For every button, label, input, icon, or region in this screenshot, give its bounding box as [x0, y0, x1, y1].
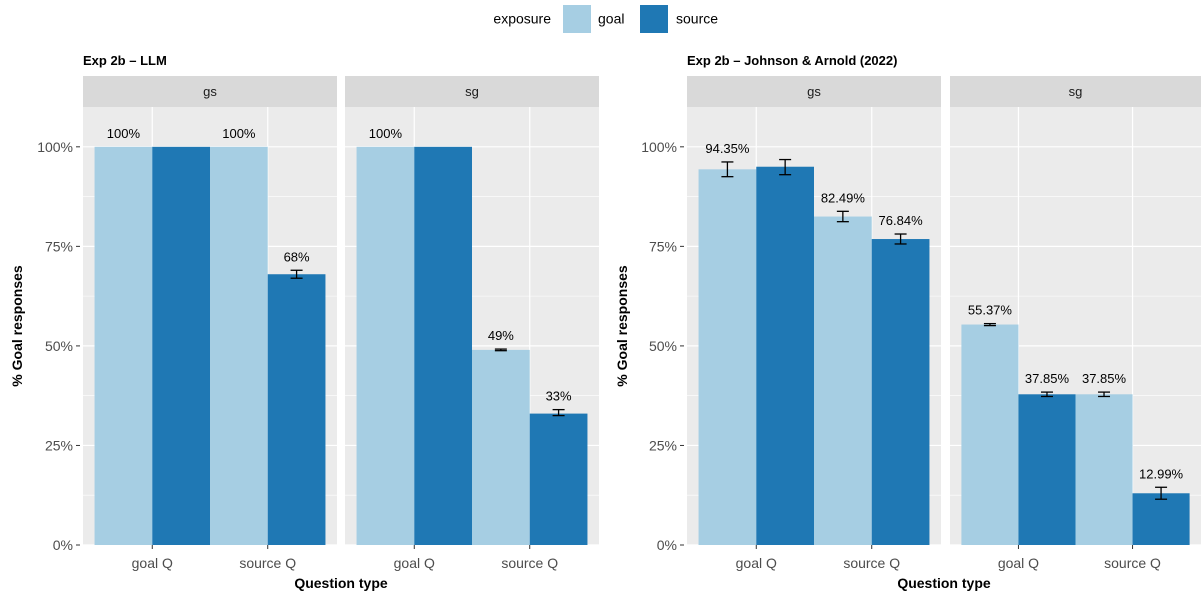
data-label: 37.85% — [1082, 371, 1127, 386]
facet-strip-label: sg — [465, 84, 479, 99]
bar-goal — [961, 324, 1019, 545]
y-tick-label: 0% — [53, 537, 73, 553]
legend-label-goal: goal — [598, 11, 624, 27]
facet-strip-label: gs — [203, 84, 217, 99]
bar-goal — [472, 349, 530, 545]
legend-label-source: source — [676, 11, 718, 27]
y-tick-label: 25% — [45, 437, 73, 453]
x-tick-label: source Q — [501, 555, 558, 571]
facet-sg: sg 100% 49% 33% goal Q source Q — [345, 76, 599, 571]
x-tick-label: source Q — [239, 555, 296, 571]
bar-source — [529, 413, 588, 545]
data-label: 100% — [107, 126, 141, 141]
facet-gs: gs 100% 100% 68% goal Q source Q — [83, 76, 337, 571]
y-axis-label: % Goal responses — [9, 265, 25, 387]
x-axis-label: Question type — [294, 575, 388, 591]
y-tick-label: 75% — [45, 238, 73, 254]
bar-goal — [1075, 394, 1133, 545]
x-tick-label: source Q — [843, 555, 900, 571]
facet-gs: gs 94.35% 82.49% 76.84% goal Q source Q — [687, 76, 941, 571]
bar-goal — [814, 216, 872, 545]
x-axis-label: Question type — [897, 575, 991, 591]
bar-source — [1132, 493, 1190, 545]
chart-title: Exp 2b – Johnson & Arnold (2022) — [687, 53, 897, 68]
legend: exposure goal source — [493, 5, 718, 33]
bar-source — [871, 239, 930, 545]
bar-goal — [356, 146, 415, 545]
bar-source — [152, 146, 210, 545]
bar-goal — [210, 146, 268, 545]
legend-swatch-goal — [563, 5, 591, 33]
data-label: 82.49% — [821, 190, 866, 205]
x-tick-label: goal Q — [998, 555, 1039, 571]
y-tick-label: 100% — [641, 139, 677, 155]
chart-title: Exp 2b – LLM — [83, 53, 167, 68]
bar-source — [267, 274, 326, 545]
bar-goal — [698, 169, 757, 545]
y-tick-label: 50% — [45, 338, 73, 354]
data-label: 100% — [222, 126, 256, 141]
data-label: 76.84% — [879, 213, 924, 228]
facet-strip — [687, 76, 941, 107]
chart-panel-1: Exp 2b – LLM % Goal responses Question typ… — [9, 53, 599, 591]
facet-strip — [345, 76, 599, 107]
data-label: 94.35% — [705, 141, 750, 156]
facet-strip — [83, 76, 337, 107]
bar-source — [414, 146, 472, 545]
legend-swatch-source — [640, 5, 668, 33]
data-label: 100% — [369, 126, 403, 141]
y-tick-label: 50% — [649, 338, 677, 354]
x-tick-label: goal Q — [736, 555, 777, 571]
data-label: 37.85% — [1025, 371, 1070, 386]
data-label: 55.37% — [968, 303, 1013, 318]
y-tick-label: 25% — [649, 437, 677, 453]
x-tick-label: goal Q — [132, 555, 173, 571]
x-tick-label: goal Q — [394, 555, 435, 571]
facet-strip — [950, 76, 1201, 107]
legend-title: exposure — [493, 11, 551, 27]
bar-goal — [94, 146, 153, 545]
data-label: 68% — [284, 249, 310, 264]
y-axis-label: % Goal responses — [614, 265, 630, 387]
facet-strip-label: gs — [807, 84, 821, 99]
x-tick-label: source Q — [1104, 555, 1161, 571]
facet-strip-label: sg — [1069, 84, 1083, 99]
bar-source — [756, 166, 814, 545]
data-label: 12.99% — [1139, 466, 1184, 481]
y-tick-label: 100% — [37, 139, 73, 155]
bar-source — [1018, 394, 1076, 545]
facet-sg: sg 55.37% 37.85% 37.85% 12.99% goal Q source Q — [950, 76, 1201, 571]
data-label: 49% — [488, 328, 514, 343]
data-label: 33% — [546, 389, 572, 404]
y-tick-label: 75% — [649, 238, 677, 254]
y-tick-label: 0% — [657, 537, 677, 553]
chart-panel-2: Exp 2b – Johnson & Arnold (2022) % Goal r… — [614, 53, 1201, 591]
